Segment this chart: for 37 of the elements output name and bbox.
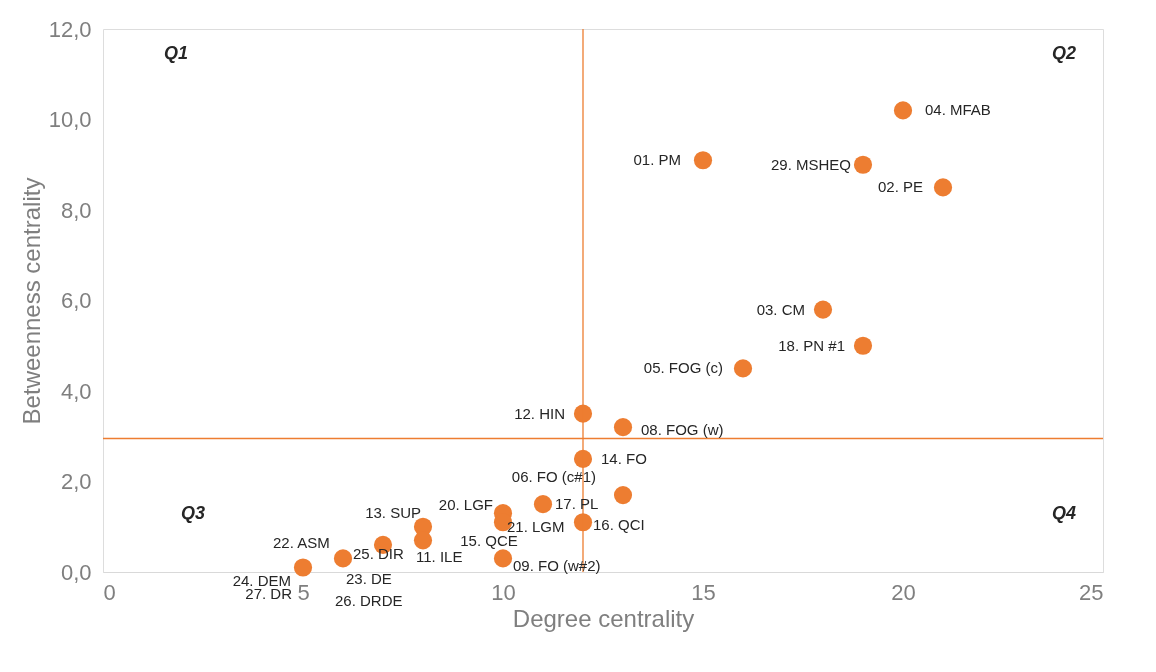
- x-tick-label: 0: [103, 579, 116, 605]
- y-tick-label: 4,0: [60, 378, 92, 404]
- annotation: 29. MSHEQ: [770, 155, 851, 173]
- annotation: Q2: [1051, 43, 1077, 63]
- x-tick-label: 15: [691, 579, 716, 605]
- annotation: 01. PM: [633, 151, 681, 169]
- y-tick-label: 12,0: [48, 16, 92, 42]
- x-axis-title: Degree centrality: [512, 604, 695, 632]
- annotation: Q1: [163, 43, 189, 63]
- x-tick-label: 10: [491, 579, 516, 605]
- y-tick-label: 2,0: [60, 469, 92, 494]
- y-axis-title: Betweenness centrality: [17, 177, 45, 425]
- y-tick-label: 0,0: [60, 559, 92, 585]
- annotation: 02. PE: [877, 178, 923, 196]
- annotation: 25. DIR: [353, 544, 405, 562]
- annotation: 22. ASM: [273, 534, 330, 552]
- annotation: 23. DE: [346, 570, 392, 588]
- annotation: 08. FOG (w): [641, 421, 724, 439]
- y-tick-label: 8,0: [60, 197, 92, 223]
- x-tick-label: 25: [1079, 579, 1104, 605]
- annotation: 18. PN #1: [778, 336, 845, 354]
- x-tick-label: 5: [297, 579, 310, 605]
- annotation: 05. FOG (c): [643, 359, 723, 377]
- annotation: 03. CM: [756, 300, 805, 318]
- annotation: 26. DRDE: [335, 592, 403, 610]
- annotation: 14. FO: [601, 449, 647, 467]
- annotation: Q3: [180, 503, 206, 523]
- annotation: 20. LGF: [438, 496, 493, 514]
- y-tick-label: 10,0: [48, 107, 92, 132]
- annotation: Q4: [1051, 503, 1077, 523]
- annotation: 16. QCI: [593, 516, 645, 534]
- annotation: 11. ILE: [416, 548, 463, 566]
- annotation: 04. MFAB: [925, 101, 991, 119]
- y-tick-label: 6,0: [60, 288, 92, 313]
- annotation: 13. SUP: [365, 503, 421, 521]
- x-tick-label: 20: [891, 579, 916, 605]
- annotation: 12. HIN: [514, 404, 565, 422]
